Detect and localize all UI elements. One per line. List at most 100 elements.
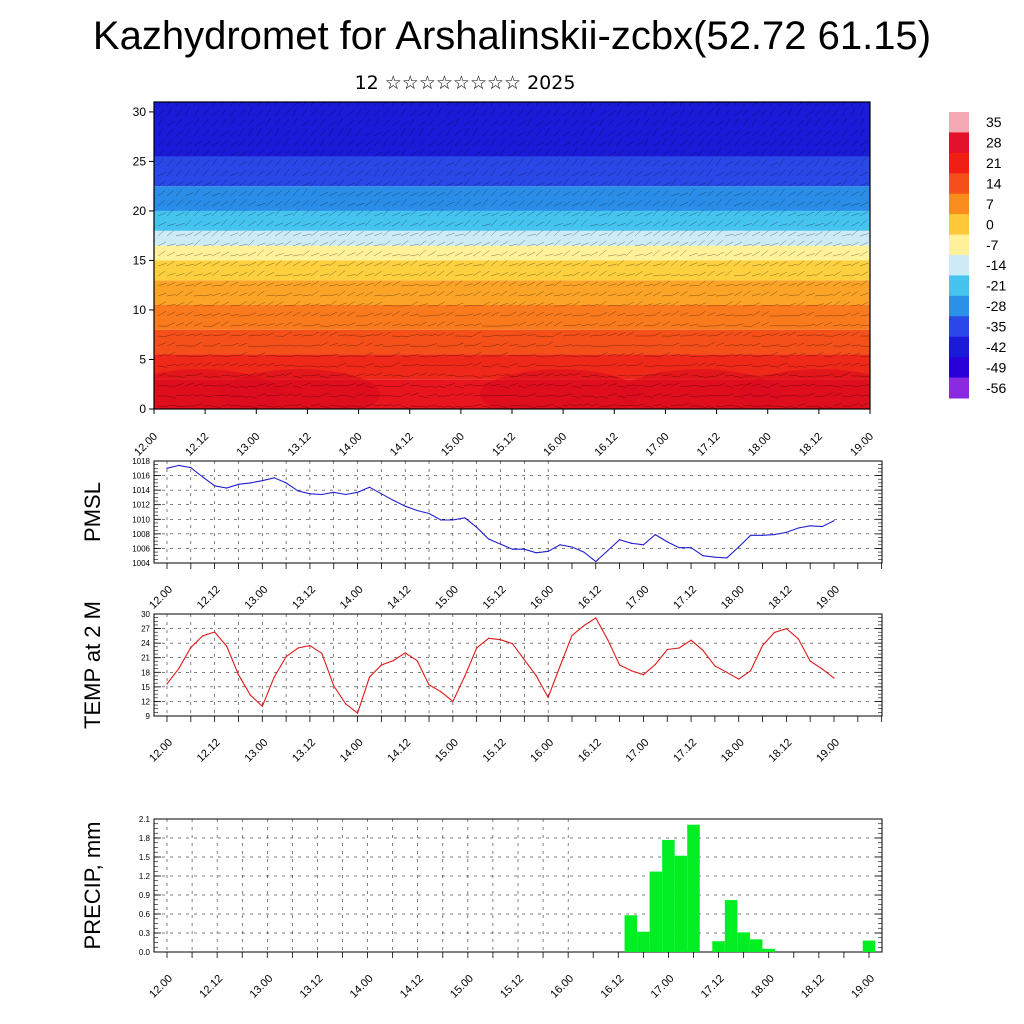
wind-barb	[454, 190, 463, 197]
wind-barb	[652, 102, 655, 107]
wind-barb	[859, 375, 869, 378]
wind-barb	[679, 373, 689, 377]
wind-barb	[490, 404, 500, 407]
series-point	[702, 649, 704, 652]
wind-barb	[472, 385, 482, 387]
wind-barb	[364, 180, 373, 187]
wind-barb	[841, 170, 850, 177]
wind-barb	[157, 250, 166, 257]
wind-barb	[706, 209, 714, 217]
wind-barb	[787, 118, 794, 127]
wind-barb	[418, 192, 428, 197]
heat-band-11	[154, 102, 870, 157]
wind-barb	[814, 231, 823, 237]
wind-barb	[445, 182, 455, 187]
wind-barb	[292, 333, 302, 337]
wind-barb	[427, 128, 434, 137]
colorbar-swatch	[949, 336, 969, 358]
wind-barb	[355, 191, 365, 197]
wind-barb	[580, 233, 590, 237]
wind-barb	[841, 117, 847, 127]
wind-barb	[184, 141, 193, 147]
wind-barb	[184, 252, 194, 257]
wind-barb	[364, 334, 374, 337]
series-point	[345, 493, 347, 496]
wind-barb	[265, 405, 275, 408]
wind-barb	[265, 159, 273, 167]
wind-barb	[427, 263, 437, 267]
wind-barb	[625, 301, 635, 307]
wind-barb	[643, 373, 653, 377]
wind-barb	[859, 219, 867, 227]
wind-barb	[796, 365, 806, 368]
wind-barb	[652, 291, 662, 297]
wind-barb	[292, 403, 302, 407]
wind-barb	[787, 182, 797, 187]
wind-barb	[751, 160, 760, 167]
series-point	[428, 512, 430, 515]
heatmap-x-tick-label: 15.12	[490, 431, 518, 459]
wind-barb	[346, 301, 355, 307]
wind-barb	[292, 242, 302, 247]
wind-barb	[571, 262, 581, 267]
wind-barb	[427, 334, 437, 337]
wind-barb	[274, 355, 284, 357]
wind-barb	[634, 291, 643, 297]
wind-barb	[733, 192, 743, 197]
wind-barb	[319, 294, 329, 297]
wind-barb	[634, 262, 644, 267]
wind-barb	[355, 148, 363, 157]
colorbar-swatch	[949, 152, 969, 174]
wind-barb	[400, 232, 410, 237]
wind-barb	[166, 138, 173, 147]
wind-barb	[553, 158, 560, 167]
wind-barb	[310, 331, 320, 337]
wind-barb	[166, 404, 176, 407]
wind-barb	[724, 221, 734, 227]
y-tick-label: 9	[146, 712, 151, 721]
series-point	[654, 533, 656, 536]
wind-barb	[679, 393, 689, 397]
wind-barb	[445, 189, 453, 197]
wind-barb	[787, 405, 797, 409]
wind-barb	[346, 291, 356, 297]
temp-at-2-m-frame	[153, 613, 883, 717]
wind-barb	[319, 109, 327, 117]
wind-barb	[841, 148, 848, 157]
wind-barb	[427, 108, 433, 117]
wind-barb	[796, 190, 805, 197]
wind-barb	[553, 405, 563, 409]
wind-barb	[166, 395, 176, 399]
wind-barb	[859, 302, 869, 307]
wind-barb	[463, 199, 471, 207]
wind-barb	[751, 219, 759, 227]
wind-barb	[841, 233, 851, 237]
wind-barb	[580, 119, 588, 127]
wind-barb	[445, 201, 455, 207]
wind-barb	[607, 242, 617, 247]
wind-barb	[607, 102, 613, 107]
wind-barb	[373, 280, 382, 287]
wind-barb	[265, 170, 274, 177]
wind-barb	[553, 294, 563, 297]
wind-barb	[859, 148, 866, 157]
wind-barb	[382, 385, 392, 388]
wind-barb	[238, 352, 248, 357]
wind-barb	[661, 260, 670, 267]
wind-barb	[760, 108, 767, 117]
wind-barb	[184, 219, 192, 227]
wind-barb	[292, 354, 302, 357]
wind-barb	[211, 229, 219, 237]
series-point	[511, 548, 514, 550]
wind-barb	[382, 295, 392, 297]
wind-barb	[499, 241, 508, 247]
wind-barb	[625, 178, 632, 187]
wind-barb	[544, 403, 554, 407]
wind-barb	[517, 261, 526, 267]
wind-barb	[337, 270, 346, 277]
series-point	[499, 639, 502, 641]
wind-barb	[202, 253, 212, 257]
wind-barb	[328, 239, 336, 247]
wind-barb	[319, 179, 327, 187]
